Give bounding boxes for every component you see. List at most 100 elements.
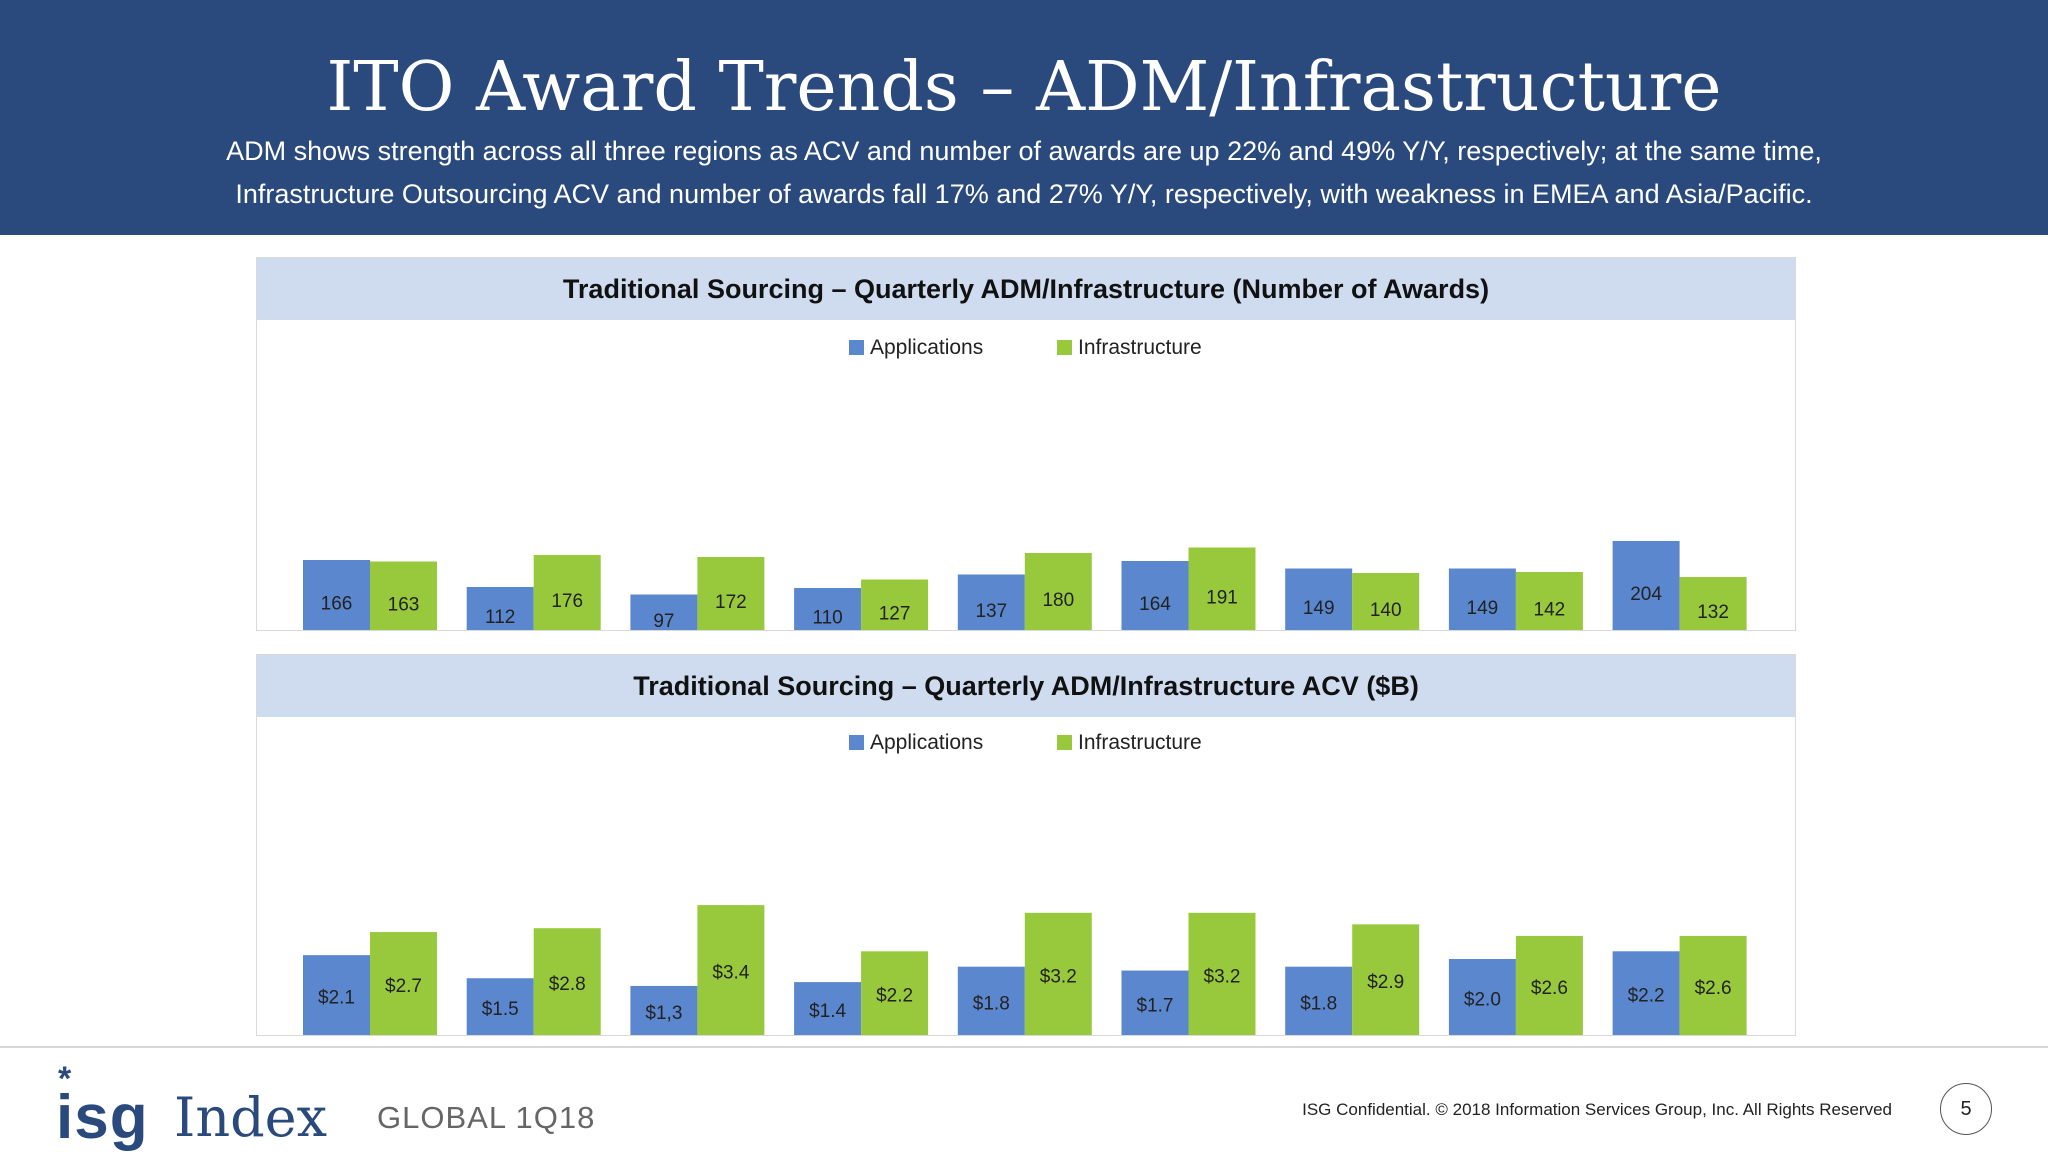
bar-applications-2Q17 (1121, 970, 1189, 1035)
data-label-infrastructure-2Q17: $3.2 (1204, 966, 1241, 987)
bar-applications-1Q16 (303, 560, 370, 630)
legend-label-infrastructure: Infrastructure (1078, 731, 1202, 754)
page-subtitle: ADM shows strength across all three regi… (210, 130, 1838, 216)
data-label-infrastructure-3Q17: 140 (1370, 600, 1402, 621)
bar-infrastructure-1Q18 (1679, 577, 1747, 630)
data-label-infrastructure-2Q17: 191 (1206, 587, 1238, 608)
data-label-applications-2Q16: $1.5 (482, 999, 519, 1020)
chart-title-awards: Traditional Sourcing – Quarterly ADM/Inf… (257, 258, 1795, 320)
report-label: GLOBAL 1Q18 (377, 1100, 596, 1135)
data-label-applications-4Q17: 149 (1467, 598, 1499, 619)
bar-infrastructure-4Q16 (861, 951, 929, 1035)
data-label-applications-1Q16: 166 (321, 594, 353, 615)
bar-infrastructure-2Q16 (533, 555, 601, 630)
bar-infrastructure-4Q16 (861, 579, 929, 630)
chart-body-awards: Applications Infrastructure 1661631Q1611… (257, 320, 1795, 630)
subtitle-line-1: ADM shows strength across all three regi… (226, 136, 1822, 166)
confidential-notice: ISG Confidential. © 2018 Information Ser… (1302, 1100, 1892, 1119)
bar-infrastructure-1Q17 (1024, 912, 1092, 1035)
legend-acv: Applications Infrastructure (257, 729, 1795, 759)
bar-applications-2Q16 (466, 587, 534, 630)
bar-applications-4Q16 (794, 982, 862, 1035)
logo-index-text: Index (174, 1086, 328, 1149)
bar-infrastructure-2Q17 (1188, 547, 1256, 630)
bar-applications-2Q17 (1121, 561, 1189, 630)
bar-applications-1Q17 (957, 966, 1025, 1035)
data-label-infrastructure-3Q16: $3.4 (712, 963, 749, 984)
legend-item-applications: Applications (849, 334, 983, 362)
bar-infrastructure-1Q17 (1024, 553, 1092, 630)
bar-applications-1Q18 (1612, 951, 1680, 1035)
bar-infrastructure-3Q16 (697, 557, 765, 630)
bar-chart-acv: $2.1$2.71Q16$1.5$2.82Q16$1,3$3.43Q16$1.4… (303, 905, 1747, 1035)
legend-swatch-infrastructure (1057, 735, 1072, 750)
data-label-applications-1Q18: 204 (1630, 584, 1662, 605)
data-label-infrastructure-4Q17: 142 (1534, 600, 1566, 621)
bar-applications-4Q17 (1448, 959, 1516, 1035)
bar-infrastructure-3Q17 (1352, 924, 1420, 1035)
isg-index-logo: * isg Index (56, 1060, 327, 1149)
bar-applications-3Q16 (630, 985, 698, 1035)
chart-panel-awards: Traditional Sourcing – Quarterly ADM/Inf… (256, 257, 1796, 631)
data-label-applications-2Q17: 164 (1139, 594, 1171, 615)
data-label-infrastructure-3Q16: 172 (715, 592, 747, 613)
data-label-applications-2Q17: $1.7 (1137, 995, 1174, 1016)
bar-infrastructure-1Q18 (1679, 935, 1747, 1035)
bar-applications-2Q16 (466, 978, 534, 1035)
legend-label-applications: Applications (870, 731, 984, 754)
data-label-applications-4Q17: $2.0 (1464, 990, 1501, 1011)
legend-item-applications: Applications (849, 729, 983, 757)
legend-label-applications: Applications (870, 336, 984, 359)
bar-infrastructure-1Q16 (370, 932, 437, 1035)
data-label-applications-2Q16: 112 (485, 607, 515, 628)
data-label-applications-3Q17: 149 (1303, 598, 1335, 619)
data-label-applications-3Q17: $1.8 (1300, 993, 1337, 1014)
data-label-applications-4Q16: 110 (812, 608, 842, 629)
data-label-infrastructure-1Q16: $2.7 (385, 976, 422, 997)
chart-panel-acv: Traditional Sourcing – Quarterly ADM/Inf… (256, 654, 1796, 1036)
bar-applications-3Q17 (1285, 966, 1353, 1035)
bar-infrastructure-4Q17 (1515, 572, 1583, 630)
header-banner: ITO Award Trends – ADM/Infrastructure AD… (0, 0, 2048, 235)
bar-infrastructure-1Q16 (370, 561, 437, 630)
chart-body-acv: Applications Infrastructure $2.1$2.71Q16… (257, 717, 1795, 1035)
data-label-applications-1Q17: $1.8 (973, 993, 1010, 1014)
legend-awards: Applications Infrastructure (257, 334, 1795, 364)
bar-applications-3Q17 (1285, 568, 1353, 630)
data-label-infrastructure-3Q17: $2.9 (1367, 972, 1404, 993)
legend-swatch-applications (849, 735, 864, 750)
bar-infrastructure-2Q17 (1188, 912, 1256, 1035)
bar-applications-3Q16 (630, 594, 698, 630)
legend-label-infrastructure: Infrastructure (1078, 336, 1202, 359)
bar-infrastructure-3Q16 (697, 905, 765, 1035)
bar-applications-1Q17 (957, 574, 1025, 630)
page-title: ITO Award Trends – ADM/Infrastructure (326, 48, 1722, 127)
bar-infrastructure-3Q17 (1352, 573, 1420, 630)
data-label-infrastructure-2Q16: $2.8 (549, 974, 586, 995)
footer-divider (0, 1046, 2048, 1048)
data-label-infrastructure-4Q16: $2.2 (876, 986, 913, 1007)
bar-applications-4Q17 (1448, 568, 1516, 630)
data-label-infrastructure-4Q16: 127 (879, 603, 911, 624)
data-label-infrastructure-1Q18: $2.6 (1695, 978, 1732, 999)
data-label-infrastructure-2Q16: 176 (551, 591, 583, 612)
logo-star-icon: * (58, 1060, 72, 1098)
data-label-infrastructure-1Q18: 132 (1697, 602, 1729, 623)
bar-applications-1Q16 (303, 955, 370, 1035)
data-label-applications-3Q16: $1,3 (645, 1003, 682, 1024)
legend-swatch-infrastructure (1057, 340, 1072, 355)
bar-applications-4Q16 (794, 588, 862, 630)
bar-applications-1Q18 (1612, 541, 1680, 630)
legend-item-infrastructure: Infrastructure (1057, 729, 1202, 757)
data-label-infrastructure-4Q17: $2.6 (1531, 978, 1568, 999)
bar-infrastructure-4Q17 (1515, 935, 1583, 1035)
data-label-infrastructure-1Q17: $3.2 (1040, 966, 1077, 987)
chart-title-acv: Traditional Sourcing – Quarterly ADM/Inf… (257, 655, 1795, 717)
bar-infrastructure-2Q16 (533, 928, 601, 1035)
bar-chart-awards: 1661631Q161121762Q16971723Q161101274Q161… (303, 541, 1747, 630)
page-number: 5 (1940, 1083, 1992, 1135)
data-label-applications-1Q16: $2.1 (318, 988, 355, 1009)
data-label-applications-3Q16: 97 (653, 611, 674, 630)
data-label-applications-4Q16: $1.4 (809, 1001, 846, 1022)
logo-isg-text: isg (56, 1083, 149, 1152)
